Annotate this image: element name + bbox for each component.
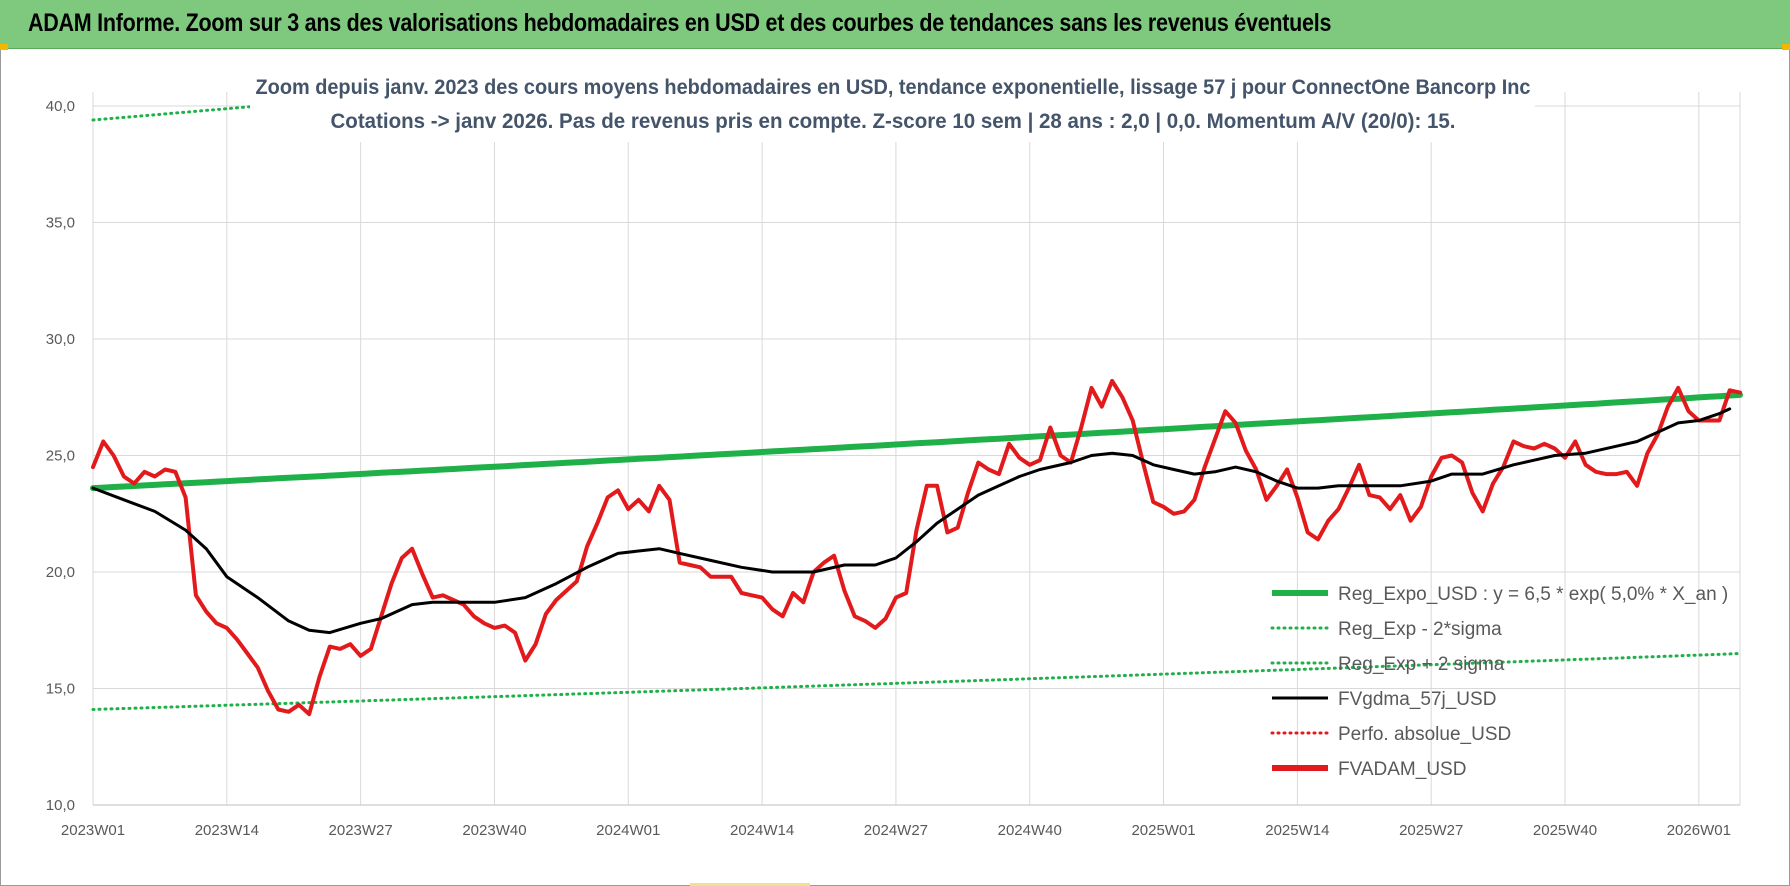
- x-tick-label: 2024W40: [998, 822, 1062, 839]
- y-tick-label: 10,0: [46, 797, 75, 814]
- y-tick-label: 30,0: [46, 331, 75, 348]
- x-tick-label: 2025W14: [1265, 822, 1329, 839]
- legend-label-high: Reg_Exp + 2 sigma: [1338, 654, 1505, 675]
- corner-marker-bottom: [690, 883, 810, 886]
- series-reg-expo: [90, 391, 1743, 492]
- x-tick-label: 2024W01: [596, 822, 660, 839]
- legend-label-reg: Reg_Expo_USD : y = 6,5 * exp( 5,0% * X_a…: [1338, 584, 1728, 605]
- grid-lines: [92, 92, 1741, 806]
- x-tick-label: 2025W27: [1399, 822, 1463, 839]
- y-axis-ticks: 10,0 15,0 20,0 25,0 30,0 35,0 40,0: [46, 98, 75, 814]
- x-tick-label: 2024W14: [730, 822, 794, 839]
- legend-label-low: Reg_Exp - 2*sigma: [1338, 619, 1502, 640]
- legend-label-fvg: FVgdma_57j_USD: [1338, 689, 1496, 710]
- x-tick-label: 2023W01: [61, 822, 125, 839]
- x-tick-label: 2026W01: [1667, 822, 1731, 839]
- page-title: ADAM Informe. Zoom sur 3 ans des valoris…: [28, 9, 1332, 37]
- chart-subtitle-line-1: Zoom depuis janv. 2023 des cours moyens …: [256, 75, 1531, 99]
- y-tick-label: 35,0: [46, 215, 75, 232]
- corner-marker-right: [1782, 44, 1790, 50]
- y-tick-label: 20,0: [46, 564, 75, 581]
- y-tick-label: 25,0: [46, 448, 75, 465]
- subtitle-mask: [250, 68, 1535, 142]
- x-tick-label: 2024W27: [864, 822, 928, 839]
- corner-marker-left: [0, 44, 8, 50]
- chart-subtitle-line-2: Cotations -> janv 2026. Pas de revenus p…: [331, 109, 1456, 133]
- x-tick-label: 2023W14: [195, 822, 259, 839]
- legend: Reg_Expo_USD : y = 6,5 * exp( 5,0% * X_a…: [1270, 584, 1728, 780]
- x-axis-ticks: 2023W01 2023W14 2023W27 2023W40 2024W01 2024W…: [61, 822, 1731, 839]
- x-tick-label: 2023W27: [329, 822, 393, 839]
- y-tick-label: 40,0: [46, 98, 75, 115]
- title-banner: ADAM Informe. Zoom sur 3 ans des valoris…: [0, 0, 1790, 49]
- legend-label-perf: Perfo. absolue_USD: [1338, 724, 1511, 745]
- x-tick-label: 2023W40: [462, 822, 526, 839]
- series-layer: [90, 102, 1743, 717]
- legend-label-fvadam: FVADAM_USD: [1338, 759, 1466, 780]
- series-fvgdma: [91, 407, 1732, 635]
- series-reg-minus-2sigma: [91, 652, 1742, 711]
- y-tick-label: 15,0: [46, 681, 75, 698]
- x-tick-label: 2025W40: [1533, 822, 1597, 839]
- x-tick-label: 2025W01: [1131, 822, 1195, 839]
